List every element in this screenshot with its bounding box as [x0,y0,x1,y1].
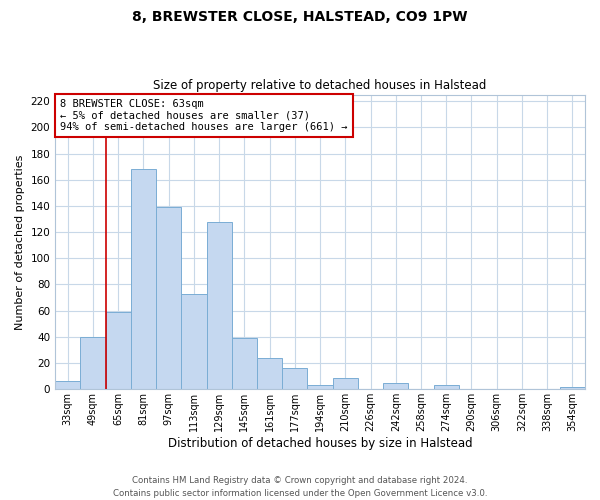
Bar [560,386,585,390]
Bar [257,358,282,390]
Bar [332,378,358,390]
Bar [383,382,409,390]
Bar [307,386,332,390]
Text: 8 BREWSTER CLOSE: 63sqm
← 5% of detached houses are smaller (37)
94% of semi-det: 8 BREWSTER CLOSE: 63sqm ← 5% of detached… [61,99,348,132]
Text: 8, BREWSTER CLOSE, HALSTEAD, CO9 1PW: 8, BREWSTER CLOSE, HALSTEAD, CO9 1PW [132,10,468,24]
Bar [181,294,206,390]
Text: Contains HM Land Registry data © Crown copyright and database right 2024.
Contai: Contains HM Land Registry data © Crown c… [113,476,487,498]
Bar [131,169,156,390]
Y-axis label: Number of detached properties: Number of detached properties [15,154,25,330]
Bar [156,207,181,390]
Bar [55,382,80,390]
Bar [282,368,307,390]
X-axis label: Distribution of detached houses by size in Halstead: Distribution of detached houses by size … [168,437,472,450]
Title: Size of property relative to detached houses in Halstead: Size of property relative to detached ho… [154,79,487,92]
Bar [434,386,459,390]
Bar [232,338,257,390]
Bar [106,312,131,390]
Bar [80,337,106,390]
Bar [206,222,232,390]
